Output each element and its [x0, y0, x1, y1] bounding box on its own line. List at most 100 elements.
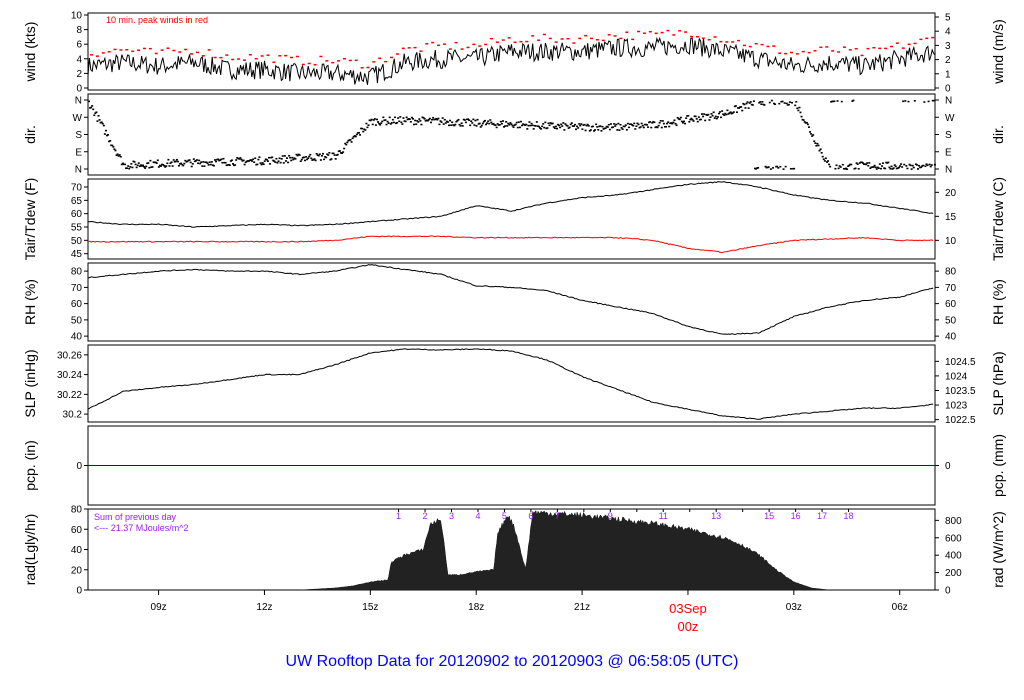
- direction-point: [609, 123, 612, 125]
- direction-point: [814, 142, 817, 144]
- direction-point: [327, 154, 330, 156]
- direction-point: [914, 163, 917, 165]
- direction-point: [900, 163, 903, 165]
- direction-point: [275, 157, 278, 160]
- hour-mark-label: 7: [555, 511, 560, 521]
- direction-point: [377, 121, 380, 123]
- direction-point: [633, 122, 636, 125]
- y-tick-label: 0: [76, 461, 82, 472]
- direction-point: [157, 166, 160, 168]
- direction-point: [494, 124, 497, 127]
- direction-point: [366, 126, 369, 129]
- peak-wind-mark: [95, 55, 99, 57]
- direction-point: [503, 126, 506, 128]
- direction-point: [512, 126, 515, 128]
- direction-point: [629, 123, 632, 126]
- direction-point: [419, 120, 422, 122]
- direction-point: [244, 161, 247, 164]
- peak-wind-mark: [313, 63, 317, 66]
- direction-point: [228, 164, 231, 167]
- direction-point: [833, 100, 836, 103]
- direction-point: [912, 166, 915, 169]
- y-tick-right-label: 1: [945, 69, 951, 80]
- direction-point: [727, 113, 730, 115]
- direction-point: [751, 104, 754, 106]
- direction-point: [454, 123, 457, 126]
- direction-point: [543, 126, 546, 129]
- direction-point: [749, 101, 752, 103]
- direction-point: [553, 127, 556, 130]
- direction-point: [563, 129, 566, 131]
- direction-point: [696, 120, 699, 123]
- direction-point: [138, 165, 141, 168]
- direction-point: [360, 127, 363, 130]
- panel-frame: [87, 344, 936, 423]
- direction-point: [861, 162, 864, 164]
- direction-point: [896, 167, 899, 169]
- direction-point: [126, 167, 129, 170]
- peak-wind-mark: [554, 41, 558, 43]
- y-tick-right-label: 800: [945, 516, 962, 527]
- direction-point: [523, 123, 526, 126]
- direction-point: [190, 165, 193, 168]
- direction-point: [591, 125, 594, 128]
- direction-point: [428, 117, 431, 120]
- direction-point: [140, 165, 143, 167]
- direction-point: [544, 121, 547, 124]
- direction-point: [641, 124, 644, 127]
- direction-point: [872, 166, 875, 168]
- direction-point: [822, 158, 825, 161]
- direction-point: [478, 122, 481, 125]
- hour-mark-label: 11: [659, 511, 668, 521]
- peak-wind-mark: [272, 61, 276, 64]
- peak-wind-mark: [878, 47, 882, 50]
- direction-point: [164, 166, 167, 168]
- direction-point: [667, 121, 670, 123]
- direction-point: [730, 112, 733, 115]
- direction-point: [415, 123, 418, 125]
- direction-point: [504, 125, 507, 127]
- direction-point: [697, 116, 700, 118]
- direction-point: [803, 121, 806, 123]
- y-tick-right-label: 200: [945, 568, 962, 579]
- direction-point: [229, 160, 232, 162]
- direction-point: [709, 116, 712, 118]
- direction-point: [567, 127, 570, 129]
- direction-point: [425, 119, 428, 122]
- direction-point: [545, 127, 548, 130]
- direction-point: [390, 122, 393, 124]
- direction-point: [782, 168, 785, 170]
- direction-point: [883, 167, 886, 169]
- direction-point: [109, 140, 112, 142]
- direction-point: [686, 115, 689, 117]
- peak-wind-mark: [754, 42, 758, 45]
- direction-point: [272, 159, 275, 162]
- direction-point: [231, 163, 234, 165]
- direction-point: [404, 120, 407, 123]
- y-axis-label: Tair/Tdew (F): [22, 178, 38, 260]
- peak-wind-mark: [625, 31, 629, 33]
- direction-point: [511, 124, 514, 127]
- direction-point: [508, 123, 511, 126]
- y-tick-label: E: [75, 147, 82, 158]
- y-axis-label: RH (%): [22, 279, 38, 325]
- direction-point: [204, 161, 207, 163]
- direction-point: [144, 167, 147, 169]
- direction-point: [638, 126, 641, 129]
- direction-point: [183, 162, 186, 165]
- direction-point: [374, 124, 377, 126]
- direction-point: [821, 155, 824, 158]
- peak-wind-mark: [490, 37, 494, 40]
- direction-point: [248, 159, 251, 162]
- hour-mark-label: 3: [449, 511, 454, 521]
- y-tick-label: 30.26: [57, 350, 82, 361]
- direction-point: [764, 165, 767, 168]
- peak-wind-mark: [142, 47, 146, 50]
- direction-point: [728, 112, 731, 114]
- y-tick-right-label: 0: [945, 461, 951, 472]
- direction-point: [794, 104, 797, 107]
- direction-point: [769, 168, 772, 170]
- peak-wind-mark: [889, 45, 893, 48]
- peak-wind-mark: [719, 40, 723, 43]
- peak-wind-mark: [195, 51, 199, 54]
